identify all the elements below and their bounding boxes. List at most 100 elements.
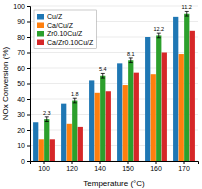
- tick-label: 80: [17, 34, 25, 41]
- tick-mark: [27, 22, 30, 23]
- x-axis-title: Temperature (°C): [83, 179, 145, 188]
- x-axis: 100 120 140 150 160 170: [31, 161, 199, 172]
- error-bar: [157, 33, 161, 38]
- y-tick: 10: [17, 142, 30, 149]
- tick-mark: [27, 53, 30, 54]
- grid-line: [30, 68, 198, 69]
- tick-label: 150: [122, 165, 134, 172]
- axis-line: [27, 7, 31, 162]
- tick-mark: [27, 115, 30, 116]
- tick-label: 20: [17, 127, 25, 134]
- tick-label: 100: [38, 165, 50, 172]
- grid-line: [30, 52, 198, 53]
- tick-mark: [100, 161, 101, 164]
- series: [50, 31, 195, 161]
- bar: [145, 37, 150, 161]
- bar: [106, 91, 111, 161]
- plot-area: 0 10 20 30 40 50 60 70 80 90 100 100 120 140 150 160 170…: [13, 3, 198, 172]
- annotation: 8.1: [127, 51, 135, 57]
- tick-label: 120: [66, 165, 78, 172]
- tick-label: 10: [17, 142, 25, 149]
- tick-mark: [27, 37, 30, 38]
- grid-line: [30, 83, 198, 84]
- tick-mark: [27, 130, 30, 131]
- bar: [100, 76, 105, 161]
- tick-label: 140: [94, 165, 106, 172]
- bar: [179, 54, 184, 161]
- bar: [50, 139, 55, 161]
- grid: [30, 6, 198, 161]
- tick-mark: [27, 6, 30, 7]
- y-tick: 40: [17, 96, 30, 103]
- bar: [67, 124, 72, 161]
- error-bar: [101, 73, 105, 78]
- x-tick: 140: [94, 161, 106, 172]
- chart: 0 10 20 30 40 50 60 70 80 90 100 100 120 140 150 160 170…: [0, 0, 202, 189]
- legend: Cu/ZCa/Cu/ZZr0.10Cu/ZCa/Zr0.10Cu/Z: [34, 10, 96, 49]
- y-tick: 50: [17, 80, 30, 87]
- x-tick: 160: [150, 161, 162, 172]
- y-tick: 60: [17, 65, 30, 72]
- tick-mark: [27, 161, 30, 162]
- tick-label: 60: [17, 65, 25, 72]
- legend-label: Zr0.10Cu/Z: [47, 30, 83, 37]
- tick-mark: [156, 161, 157, 164]
- annotation: 2.3: [43, 110, 51, 116]
- legend-label: Cu/Z: [47, 13, 63, 20]
- bar: [173, 17, 178, 161]
- tick-label: 50: [17, 80, 25, 87]
- y-tick: 0: [21, 158, 30, 165]
- bar: [95, 93, 100, 161]
- bar: [151, 74, 156, 161]
- x-tick: 100: [38, 161, 50, 172]
- tick-mark: [72, 161, 73, 164]
- tick-label: 90: [17, 18, 25, 25]
- bar: [134, 73, 139, 161]
- x-tick: 120: [66, 161, 78, 172]
- tick-mark: [27, 99, 30, 100]
- y-tick: 80: [17, 34, 30, 41]
- bar: [33, 122, 38, 161]
- tick-mark: [128, 161, 129, 164]
- legend-swatch: [37, 31, 44, 37]
- axis-line: [31, 162, 199, 165]
- bar: [39, 139, 44, 161]
- bar: [190, 31, 195, 161]
- legend-swatch: [37, 14, 44, 20]
- annotation: 12.2: [153, 26, 164, 32]
- error-bar: [45, 117, 49, 122]
- tick-label: 40: [17, 96, 25, 103]
- y-tick: 30: [17, 111, 30, 118]
- grid-line: [30, 145, 198, 146]
- bar: [156, 35, 161, 161]
- y-tick: 100: [13, 3, 30, 10]
- tick-label: 100: [13, 3, 25, 10]
- y-tick: 70: [17, 49, 30, 56]
- bar: [128, 60, 133, 161]
- tick-label: 30: [17, 111, 25, 118]
- tick-label: 0: [21, 158, 25, 165]
- x-tick: 150: [122, 161, 134, 172]
- bar: [89, 80, 94, 161]
- annotation: 5.4: [99, 66, 107, 72]
- legend-swatch: [37, 23, 44, 29]
- tick-label: 160: [150, 165, 162, 172]
- y-axis: 0 10 20 30 40 50 60 70 80 90 100: [13, 3, 30, 165]
- series: [33, 17, 178, 161]
- error-bar: [185, 11, 189, 16]
- x-tick: 170: [178, 161, 190, 172]
- error-bar: [73, 98, 77, 103]
- tick-label: 170: [178, 165, 190, 172]
- tick-mark: [27, 84, 30, 85]
- legend-label: Ca/Zr0.10Cu/Z: [47, 39, 94, 46]
- error-bars: [45, 11, 189, 121]
- grid-line: [30, 6, 198, 7]
- bar: [117, 63, 122, 161]
- legend-box: [34, 10, 96, 49]
- tick-mark: [27, 68, 30, 69]
- bar: [72, 101, 77, 161]
- bar: [184, 14, 189, 161]
- y-tick: 20: [17, 127, 30, 134]
- tick-label: 70: [17, 49, 25, 56]
- annotations: 2.31.85.48.112.211.2: [43, 4, 192, 115]
